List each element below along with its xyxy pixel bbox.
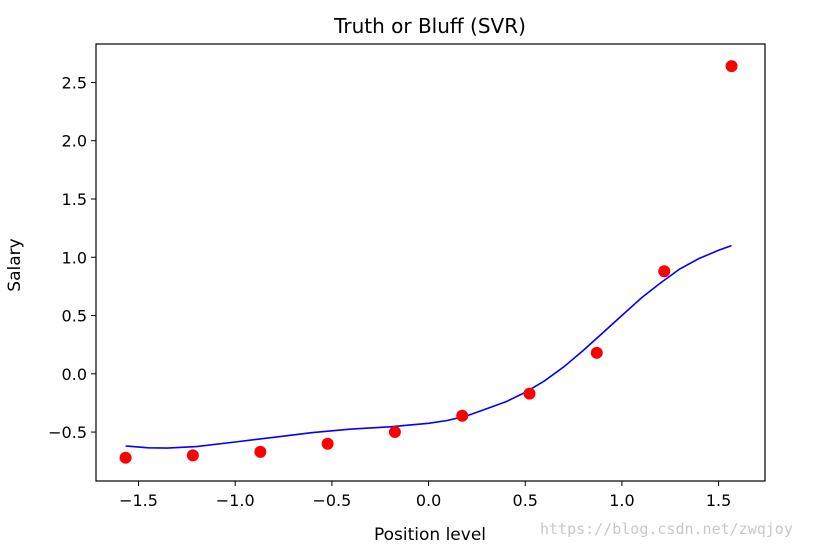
scatter-point [658, 265, 671, 278]
scatter-point [388, 426, 401, 439]
scatter-point [119, 451, 132, 464]
x-tick-label: 1.0 [609, 491, 634, 510]
scatter-point [321, 437, 334, 450]
x-tick-label: −1.5 [119, 491, 158, 510]
y-tick-label: 1.0 [62, 248, 87, 267]
x-tick-label: −0.5 [312, 491, 351, 510]
x-axis-label: Position level [374, 525, 486, 545]
y-tick-label: 2.0 [62, 132, 87, 151]
x-tick-label: 0.5 [513, 491, 538, 510]
scatter-point [523, 387, 536, 400]
y-tick-label: 1.5 [62, 190, 87, 209]
y-tick-label: −0.5 [48, 423, 87, 442]
y-tick-label: 0.5 [62, 307, 87, 326]
x-tick-label: −1.0 [216, 491, 255, 510]
scatter-point [456, 409, 469, 422]
x-tick-label: 1.5 [706, 491, 731, 510]
regression-line [125, 244, 732, 449]
svr-prediction-line [125, 244, 732, 449]
axes-frame [95, 43, 766, 482]
watermark: https://blog.csdn.net/zwqjoy [540, 520, 793, 538]
ticks: −1.5 −1.0 −0.5 0.0 0.5 1.0 1.5 −0.5 0.0 0.5 1.0 1.5… [48, 73, 731, 510]
scatter-points [119, 60, 738, 464]
plot-area-border [95, 43, 766, 482]
chart-title: Truth or Bluff (SVR) [333, 14, 526, 38]
scatter-point [590, 346, 603, 359]
scatter-point [725, 60, 738, 73]
scatter-point [186, 449, 199, 462]
y-tick-label: 0.0 [62, 365, 87, 384]
y-axis-label: Salary [5, 238, 25, 291]
scatter-point [254, 445, 267, 458]
x-tick-label: 0.0 [416, 491, 441, 510]
y-tick-label: 2.5 [62, 73, 87, 92]
